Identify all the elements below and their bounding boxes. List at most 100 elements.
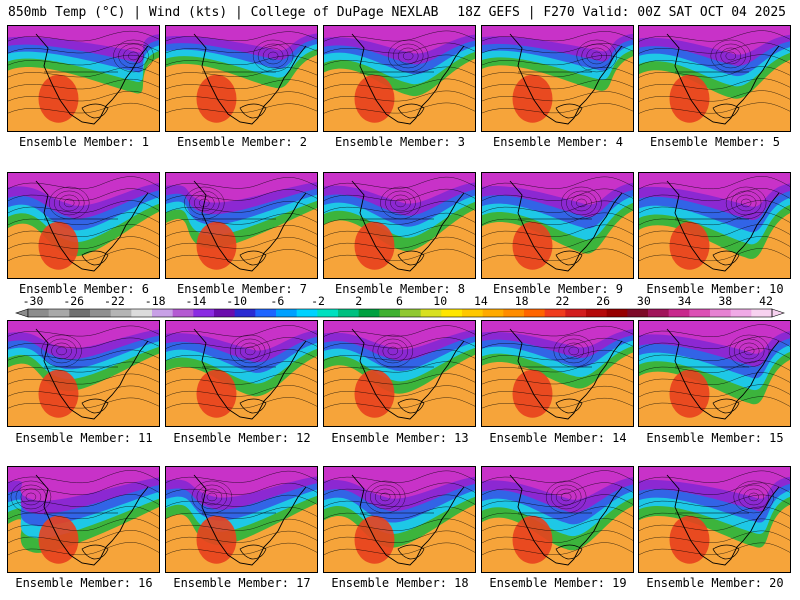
temperature-map-svg [166,467,317,572]
temperature-band [324,467,475,499]
colorbar-swatch [234,309,256,317]
heat-dome [196,221,237,270]
colorbar-swatch [462,309,484,317]
colorbar-tick-label: 26 [596,294,611,308]
temperature-map-svg [482,321,633,426]
colorbar-swatch [338,309,360,317]
temperature-map-svg [166,321,317,426]
colorbar-min-arrow [15,308,29,318]
temperature-band [324,26,475,54]
temperature-band [482,467,633,500]
colorbar-swatch [110,309,132,317]
temperature-map-svg [639,26,790,131]
temperature-band [166,321,317,351]
temperature-map-svg [639,321,790,426]
colorbar-tick-label: 42 [759,294,773,308]
colorbar-swatch [379,309,401,317]
colorbar-tick-label: -26 [63,294,85,308]
temperature-band [639,321,790,354]
colorbar-swatch [152,309,174,317]
colorbar-swatch [586,309,608,317]
heat-dome [196,515,237,564]
colorbar-tick-label: -14 [185,294,207,308]
colorbar-swatch [648,309,670,317]
ensemble-member-map [323,25,476,132]
ensemble-member-map [323,466,476,573]
colorbar-svg [15,308,785,318]
colorbar-tick-label: 38 [718,294,733,308]
heat-dome [512,515,553,564]
temperature-map-svg [166,173,317,278]
colorbar-swatch [503,309,525,317]
temperature-band [482,173,633,205]
colorbar-swatch [255,309,277,317]
ensemble-member-label: Ensemble Member: 4 [492,135,624,149]
ensemble-member-label: Ensemble Member: 14 [489,431,627,445]
temperature-band [8,467,159,501]
temperature-map-svg [482,173,633,278]
ensemble-member-label: Ensemble Member: 20 [646,576,784,590]
ensemble-member-map [638,25,791,132]
colorbar-swatch [710,309,732,317]
ensemble-member-map [481,172,634,279]
heat-dome [38,221,79,270]
ensemble-member-label: Ensemble Member: 11 [15,431,153,445]
temperature-band [324,321,475,350]
colorbar-tick-label: 14 [474,294,488,308]
ensemble-member-label: Ensemble Member: 17 [173,576,311,590]
ensemble-member-label: Ensemble Member: 9 [492,282,624,296]
ensemble-member-map [7,466,160,573]
colorbar-swatch [730,309,752,317]
colorbar-swatch [317,309,339,317]
temperature-map-svg [8,467,159,572]
colorbar-swatch [627,309,649,317]
temperature-map-svg [482,467,633,572]
header-right-title: 18Z GEFS | F270 Valid: 00Z SAT OCT 04 20… [457,5,786,20]
temperature-map-svg [324,26,475,131]
colorbar-tick-label: -10 [226,294,247,308]
heat-dome [354,74,395,123]
temperature-map-svg [166,26,317,131]
colorbar-tick-label: -2 [311,294,325,308]
ensemble-member-map [165,172,318,279]
ensemble-member-label: Ensemble Member: 15 [646,431,784,445]
heat-dome [669,74,710,123]
heat-dome [38,74,79,123]
temperature-band [8,173,159,206]
temperature-map-svg [639,173,790,278]
ensemble-member-map [481,466,634,573]
heat-dome [512,221,553,270]
colorbar-swatch [441,309,463,317]
heat-dome [354,515,395,564]
temperature-map-svg [8,321,159,426]
ensemble-member-label: Ensemble Member: 19 [489,576,627,590]
heat-dome [669,515,710,564]
ensemble-member-label: Ensemble Member: 3 [334,135,466,149]
ensemble-member-label: Ensemble Member: 18 [331,576,469,590]
ensemble-member-map [7,172,160,279]
header-left-title: 850mb Temp (°C) | Wind (kts) | College o… [8,5,439,20]
temperature-map-svg [324,173,475,278]
colorbar-swatch [296,309,318,317]
colorbar-swatch [668,309,690,317]
colorbar-swatch [482,309,504,317]
colorbar-tick-label: -30 [22,294,44,308]
colorbar-swatch [689,309,711,317]
colorbar-swatch [524,309,546,317]
colorbar-max-arrow [771,308,785,318]
colorbar-tick-label: 6 [396,294,403,308]
colorbar-swatch [193,309,215,317]
heat-dome [354,369,395,418]
temperature-band [639,173,790,207]
colorbar-swatch [48,309,70,317]
temperature-map-svg [482,26,633,131]
ensemble-member-map [165,25,318,132]
colorbar-tick-label: 10 [433,294,448,308]
colorbar-tick-label: -6 [270,294,285,308]
colorbar-tick-label: -22 [104,294,125,308]
ensemble-member-label: Ensemble Member: 5 [649,135,781,149]
temperature-band [639,467,790,499]
temperature-band [8,321,159,349]
colorbar-tick-label: 34 [677,294,692,308]
ensemble-member-label: Ensemble Member: 16 [15,576,153,590]
